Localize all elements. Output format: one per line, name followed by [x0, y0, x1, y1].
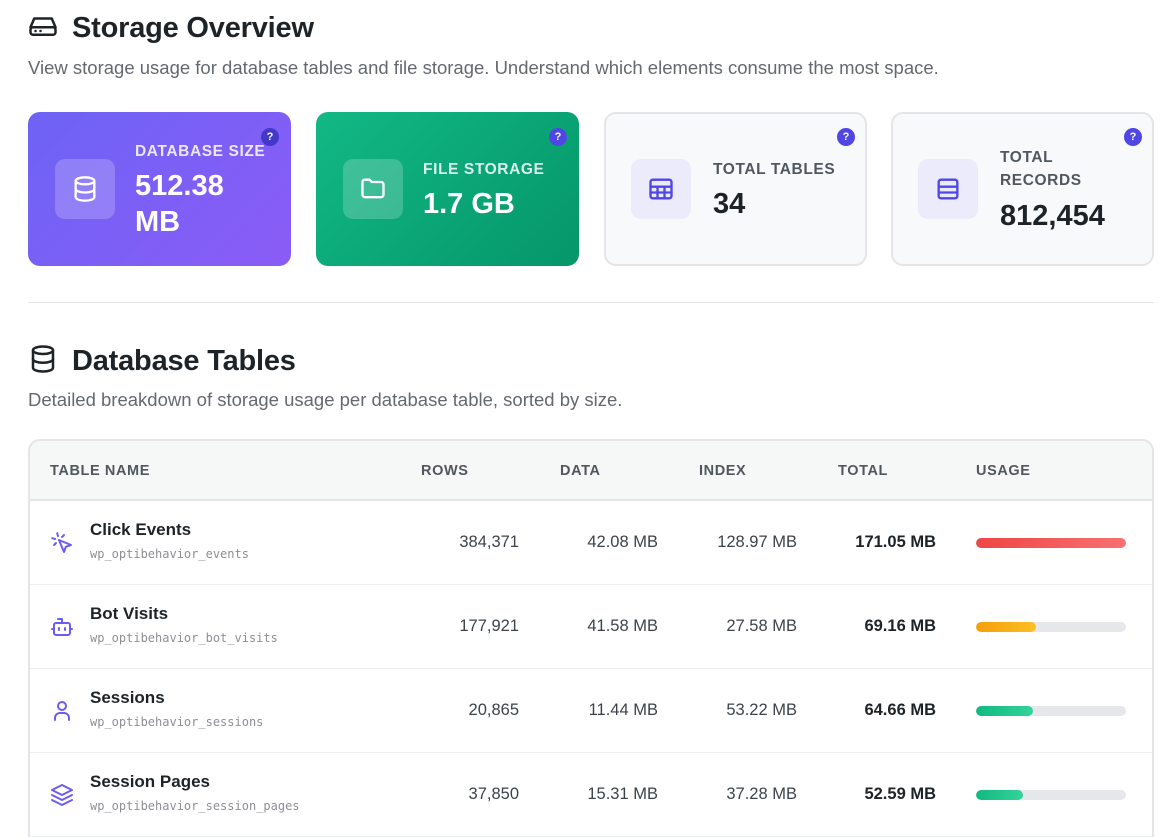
card-value: 1.7 GB: [423, 188, 515, 220]
table-display-name: Sessions: [90, 688, 165, 707]
database-size-card: ? DATABASE SIZE 512.38 MB: [28, 112, 291, 266]
data-size: 11.44 MB: [588, 701, 658, 719]
rows-count: 384,371: [459, 533, 519, 551]
section-title: Database Tables: [72, 345, 296, 377]
card-label: FILE STORAGE: [423, 161, 545, 178]
usage-bar: [976, 706, 1126, 716]
data-size: 15.31 MB: [587, 785, 658, 803]
index-size: 53.22 MB: [726, 701, 797, 719]
page-title: Storage Overview: [72, 12, 314, 44]
table-slug: wp_optibehavior_sessions: [90, 715, 264, 729]
usage-bar-fill: [976, 538, 1126, 548]
column-header-rows[interactable]: ROWS: [421, 463, 469, 479]
list-rows-icon: [918, 159, 978, 219]
usage-bar: [976, 622, 1126, 632]
help-icon[interactable]: ?: [1124, 128, 1142, 146]
table-header: TABLE NAME ROWS DATA INDEX TOTAL USAGE: [30, 441, 1152, 501]
help-icon[interactable]: ?: [261, 128, 279, 146]
card-value: 812,454: [1000, 200, 1105, 232]
card-label: TOTAL TABLES: [713, 161, 836, 178]
cursor-click-icon: [50, 531, 74, 555]
table-row[interactable]: Bot Visits wp_optibehavior_bot_visits 17…: [30, 585, 1152, 669]
section-subtitle: Detailed breakdown of storage usage per …: [28, 389, 623, 410]
data-size: 42.08 MB: [587, 533, 658, 551]
usage-bar: [976, 790, 1126, 800]
total-size: 52.59 MB: [864, 785, 936, 803]
table-row[interactable]: Click Events wp_optibehavior_events 384,…: [30, 501, 1152, 585]
table-slug: wp_optibehavior_events: [90, 547, 249, 561]
storage-overview-header: Storage Overview: [28, 11, 314, 46]
table-row[interactable]: Session Pages wp_optibehavior_session_pa…: [30, 753, 1152, 837]
column-header-index[interactable]: INDEX: [699, 463, 747, 479]
user-icon: [50, 699, 74, 723]
column-header-total[interactable]: TOTAL: [838, 463, 888, 479]
table-slug: wp_optibehavior_session_pages: [90, 799, 300, 813]
card-value: 34: [713, 188, 746, 220]
column-header-data[interactable]: DATA: [560, 463, 601, 479]
card-label: TOTAL RECORDS: [1000, 149, 1082, 189]
help-icon[interactable]: ?: [837, 128, 855, 146]
stat-cards: ? DATABASE SIZE 512.38 MB ? FILE STORAGE…: [28, 112, 1154, 266]
usage-bar-fill: [976, 622, 1036, 632]
column-header-usage[interactable]: USAGE: [976, 463, 1031, 479]
index-size: 37.28 MB: [726, 785, 797, 803]
folder-icon: [343, 159, 403, 219]
database-icon: [28, 344, 58, 379]
table-display-name: Bot Visits: [90, 604, 169, 623]
table-display-name: Session Pages: [90, 772, 211, 791]
hard-drive-icon: [28, 11, 58, 46]
usage-bar-fill: [976, 706, 1033, 716]
page-subtitle: View storage usage for database tables a…: [28, 57, 939, 78]
card-value: 512.38 MB: [135, 170, 224, 238]
usage-bar-fill: [976, 790, 1023, 800]
data-size: 41.58 MB: [587, 617, 658, 635]
total-size: 171.05 MB: [855, 533, 936, 551]
usage-bar: [976, 538, 1126, 548]
rows-count: 177,921: [459, 617, 519, 635]
index-size: 27.58 MB: [726, 617, 797, 635]
help-icon[interactable]: ?: [549, 128, 567, 146]
layers-icon: [50, 783, 74, 807]
section-divider: [28, 302, 1154, 303]
database-tables-table: TABLE NAME ROWS DATA INDEX TOTAL USAGE C…: [28, 439, 1154, 837]
database-tables-header: Database Tables: [28, 344, 296, 379]
rows-count: 20,865: [468, 701, 519, 719]
total-size: 69.16 MB: [864, 617, 936, 635]
robot-icon: [50, 615, 74, 639]
total-tables-card: ? TOTAL TABLES 34: [604, 112, 867, 266]
table-display-name: Click Events: [90, 520, 192, 539]
card-label: DATABASE SIZE: [135, 143, 266, 160]
index-size: 128.97 MB: [717, 533, 797, 551]
rows-count: 37,850: [468, 785, 519, 803]
table-row[interactable]: Sessions wp_optibehavior_sessions 20,865…: [30, 669, 1152, 753]
column-header-table-name[interactable]: TABLE NAME: [50, 463, 150, 479]
file-storage-card: ? FILE STORAGE 1.7 GB: [316, 112, 579, 266]
table-grid-icon: [631, 159, 691, 219]
database-icon: [55, 159, 115, 219]
total-size: 64.66 MB: [864, 701, 936, 719]
table-slug: wp_optibehavior_bot_visits: [90, 631, 278, 645]
total-records-card: ? TOTAL RECORDS 812,454: [891, 112, 1154, 266]
